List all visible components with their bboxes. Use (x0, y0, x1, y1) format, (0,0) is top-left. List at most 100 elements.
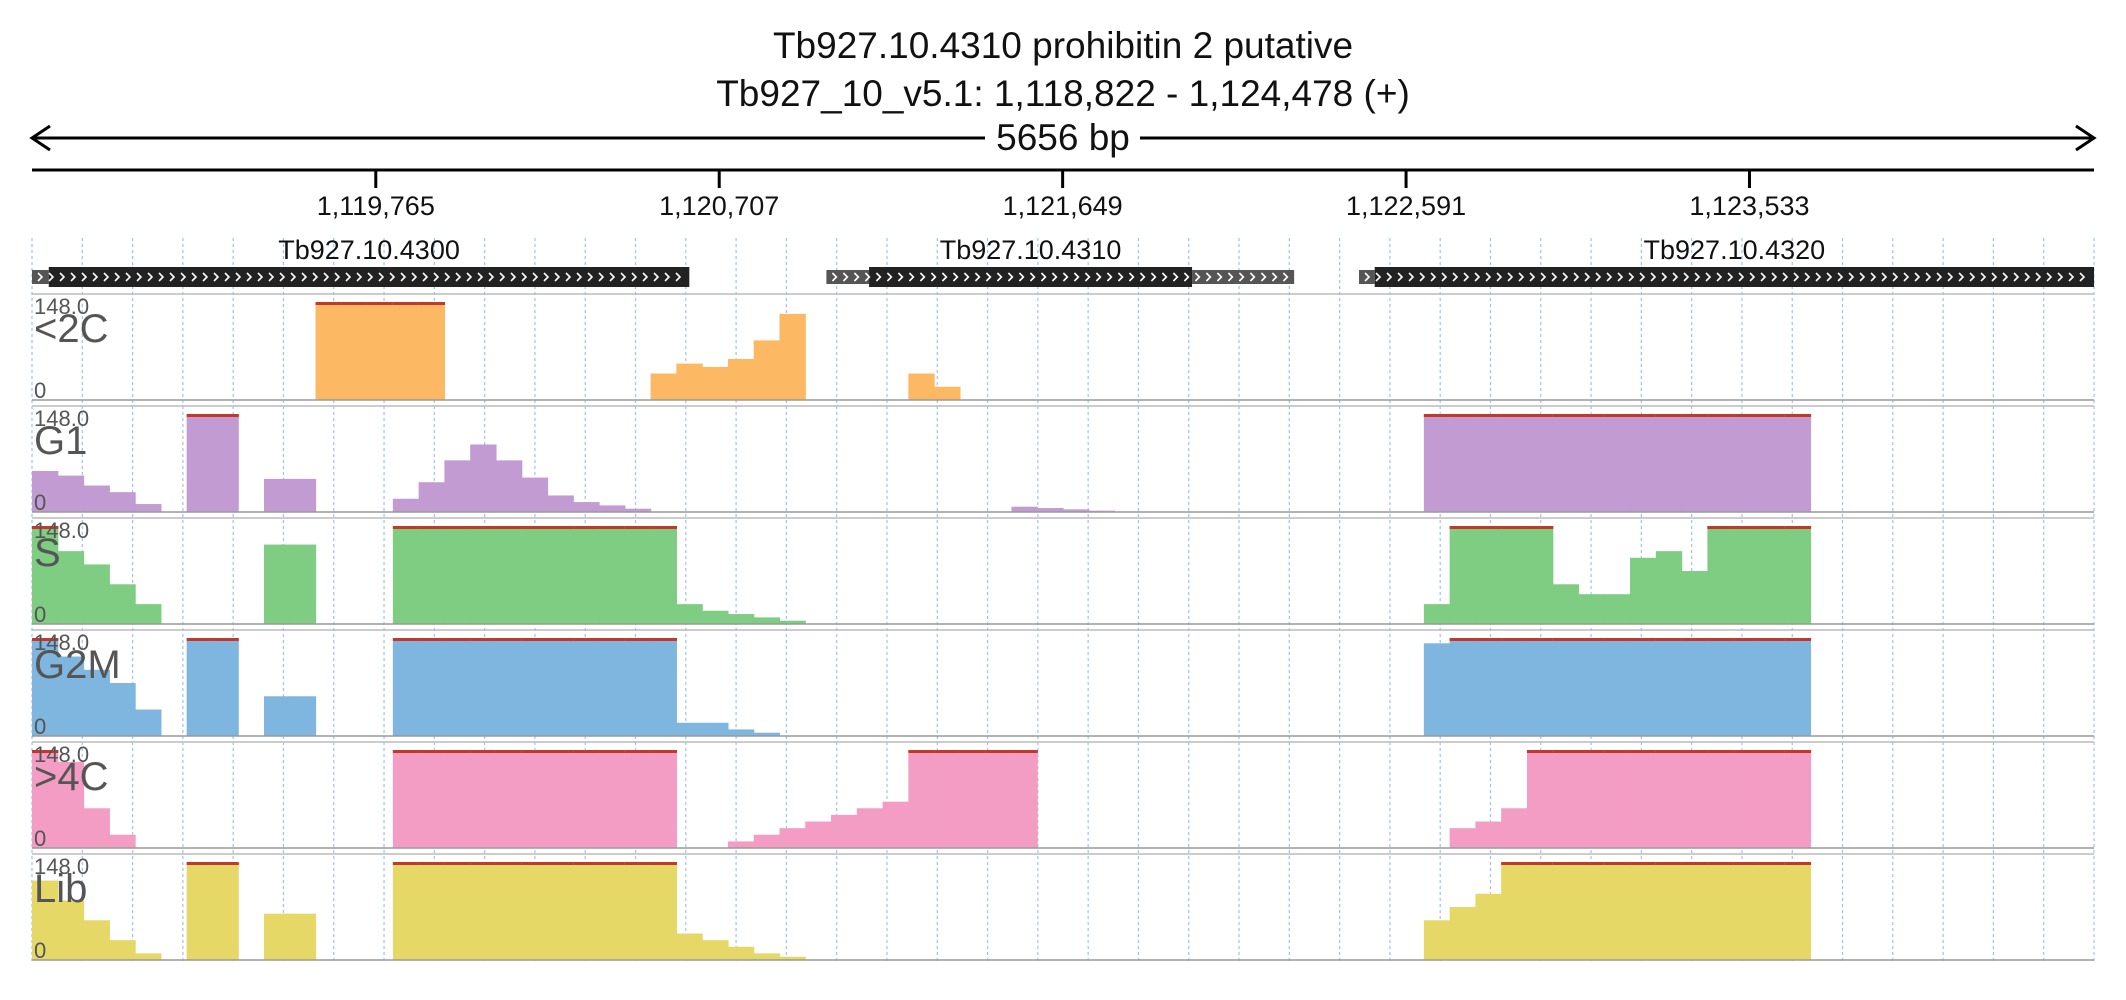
strand-chevron (653, 272, 660, 282)
track-name-label: S (34, 531, 61, 575)
coverage-bar (1449, 638, 1476, 736)
saturation-marker (985, 750, 1013, 753)
coverage-bar (1655, 862, 1683, 960)
strand-chevron (191, 272, 198, 282)
strand-chevron (1364, 272, 1371, 282)
strand-chevron (1969, 272, 1976, 282)
saturation-marker (392, 638, 420, 641)
strand-chevron (1408, 272, 1415, 282)
strand-chevron (554, 272, 561, 282)
strand-chevron (565, 272, 572, 282)
coverage-bar (1475, 414, 1502, 512)
strand-chevron (2068, 272, 2075, 282)
strand-chevron (1227, 272, 1234, 282)
saturation-marker (495, 638, 523, 641)
saturation-marker (1552, 638, 1580, 641)
coverage-bar (1501, 808, 1528, 848)
saturation-marker (1784, 414, 1812, 417)
saturation-marker (599, 862, 626, 865)
coverage-bar (1630, 750, 1657, 848)
coverage-bar (1733, 750, 1760, 848)
strand-chevron (224, 272, 231, 282)
coverage-bar (109, 584, 136, 624)
coverage-bar (908, 373, 935, 400)
strand-chevron (1271, 272, 1278, 282)
saturation-marker (1449, 526, 1476, 529)
coverage-bar (1552, 638, 1580, 736)
strand-chevron (499, 272, 506, 282)
strand-chevron (543, 272, 550, 282)
coverage-bar (1655, 750, 1683, 848)
strand-chevron (1815, 272, 1822, 282)
coverage-bar (1758, 414, 1786, 512)
strand-chevron (235, 272, 242, 282)
coverage-bar (1630, 862, 1657, 960)
coverage-bar (495, 638, 523, 736)
saturation-marker (599, 526, 626, 529)
strand-chevron (1562, 272, 1569, 282)
coverage-bar (702, 940, 729, 960)
coverage-bar (1681, 750, 1708, 848)
strand-chevron (257, 272, 264, 282)
coverage-bar (392, 750, 420, 848)
saturation-marker (212, 638, 239, 641)
coverage-bar (1733, 862, 1760, 960)
coverage-bar (1526, 750, 1554, 848)
strand-chevron (1837, 272, 1844, 282)
saturation-marker (1784, 862, 1812, 865)
saturation-marker (521, 526, 549, 529)
strand-chevron (2035, 272, 2042, 282)
saturation-marker (624, 750, 652, 753)
gene-cds (48, 267, 690, 287)
coverage-bar (1449, 526, 1476, 624)
saturation-marker (1707, 750, 1734, 753)
strand-chevron (1947, 272, 1954, 282)
strand-chevron (1194, 272, 1201, 282)
strand-chevron (1062, 272, 1069, 282)
saturation-marker (186, 414, 214, 417)
coverage-bar (676, 363, 703, 400)
strand-chevron (1672, 272, 1679, 282)
strand-chevron (290, 272, 297, 282)
coverage-bar (1707, 414, 1734, 512)
strand-chevron (1150, 272, 1157, 282)
ruler-tick-label: 1,120,707 (659, 191, 779, 221)
coverage-bar (573, 750, 600, 848)
strand-chevron (1771, 272, 1778, 282)
track-max-label: 148.0 (34, 854, 89, 879)
saturation-marker (521, 638, 549, 641)
saturation-marker (1526, 750, 1554, 753)
strand-chevron (125, 272, 132, 282)
strand-chevron (1216, 272, 1223, 282)
track-max-label: 148.0 (34, 518, 89, 543)
saturation-marker (650, 862, 677, 865)
strand-chevron (1029, 272, 1036, 282)
coverage-bar (702, 722, 729, 736)
strand-chevron (477, 272, 484, 282)
coverage-bar (1707, 750, 1734, 848)
saturation-marker (1681, 414, 1708, 417)
strand-chevron (323, 272, 330, 282)
coverage-bar (1501, 862, 1528, 960)
strand-chevron (268, 272, 275, 282)
coverage-bar (289, 913, 317, 960)
saturation-marker (444, 862, 471, 865)
coverage-bar (624, 638, 652, 736)
saturation-marker (1578, 638, 1605, 641)
coverage-bar (186, 414, 214, 512)
saturation-marker (521, 750, 549, 753)
coverage-bar (1758, 638, 1786, 736)
coverage-bar (676, 933, 703, 960)
saturation-marker (495, 526, 523, 529)
coverage-bar (1630, 557, 1657, 624)
coverage-bar (109, 492, 136, 512)
strand-chevron (1826, 272, 1833, 282)
coverage-bar (444, 526, 471, 624)
strand-chevron (1661, 272, 1668, 282)
saturation-marker (1423, 414, 1451, 417)
strand-chevron (598, 272, 605, 282)
coverage-bar (676, 604, 703, 624)
coverage-bar (135, 504, 162, 512)
coverage-bar (315, 302, 342, 400)
saturation-marker (959, 750, 987, 753)
